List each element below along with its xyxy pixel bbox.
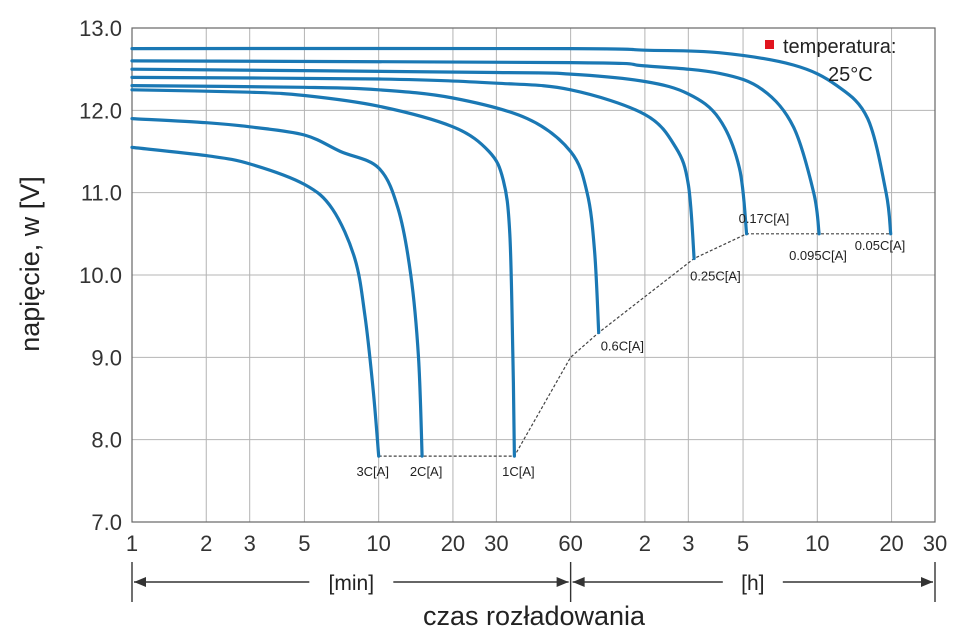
series-line — [130, 84, 601, 335]
legend-label: temperatura: — [783, 36, 896, 58]
y-tick-label: 11.0 — [81, 181, 122, 206]
x-tick-label: 3 — [244, 531, 256, 556]
series-label: 0.17C[A] — [739, 211, 790, 226]
x-tick-label: 2 — [200, 531, 212, 556]
unit-ranges: [min] [h] — [131, 562, 936, 602]
y-tick-label: 9.0 — [91, 345, 122, 370]
series-label: 0.095C[A] — [789, 248, 847, 263]
x-tick-label: 20 — [879, 531, 903, 556]
y-tick-label: 12.0 — [79, 98, 122, 123]
series-label: 0.25C[A] — [690, 269, 741, 284]
legend-value: 25°C — [828, 64, 873, 86]
y-tick-label: 13.0 — [79, 16, 122, 41]
series-line — [130, 67, 749, 236]
x-tick-label: 5 — [298, 531, 310, 556]
y-axis-ticks: 7.0 8.0 9.0 10.0 11.0 12.0 13.0 — [79, 16, 122, 535]
x-tick-label: 30 — [923, 531, 947, 556]
range-arrow-head — [572, 577, 585, 587]
series-line — [130, 145, 381, 458]
y-tick-label: 8.0 — [91, 428, 122, 453]
x-tick-label: 5 — [737, 531, 749, 556]
range-arrow-head — [134, 577, 146, 587]
x-tick-label: 60 — [558, 531, 582, 556]
series — [130, 46, 893, 458]
series-label: 1C[A] — [502, 464, 535, 479]
range-label: [h] — [741, 572, 764, 595]
series-label: 0.05C[A] — [855, 238, 906, 253]
series-line — [130, 59, 821, 236]
plot-frame — [131, 27, 936, 523]
x-tick-label: 10 — [366, 531, 390, 556]
x-tick-label: 2 — [639, 531, 651, 556]
y-axis-label: napięcie, w [V] — [15, 176, 45, 352]
range-arrow-head — [921, 577, 933, 587]
y-tick-label: 10.0 — [79, 263, 122, 288]
series-line — [130, 117, 424, 458]
range-label: [min] — [329, 572, 375, 595]
range-arrow-head — [556, 577, 569, 587]
series-line — [130, 88, 516, 458]
series-line — [130, 46, 893, 236]
x-axis-ticks: 1 2 3 5 10 20 30 60 2 3 5 10 20 30 — [126, 531, 947, 556]
series-labels: 3C[A] 2C[A] 1C[A] 0.6C[A] 0.25C[A] 0.17C[A] 0.… — [356, 211, 905, 479]
legend-marker — [765, 40, 774, 49]
x-axis-label: czas rozładowania — [423, 601, 646, 631]
x-tick-label: 10 — [805, 531, 829, 556]
grid — [131, 27, 936, 523]
series-label: 2C[A] — [410, 464, 443, 479]
x-tick-label: 20 — [441, 531, 465, 556]
x-tick-label: 30 — [484, 531, 508, 556]
y-tick-label: 7.0 — [91, 510, 122, 535]
x-tick-label: 1 — [126, 531, 138, 556]
series-line — [130, 75, 696, 261]
legend: temperatura: 25°C — [765, 36, 896, 86]
x-tick-label: 3 — [682, 531, 694, 556]
series-label: 3C[A] — [356, 464, 389, 479]
series-label: 0.6C[A] — [601, 339, 644, 354]
